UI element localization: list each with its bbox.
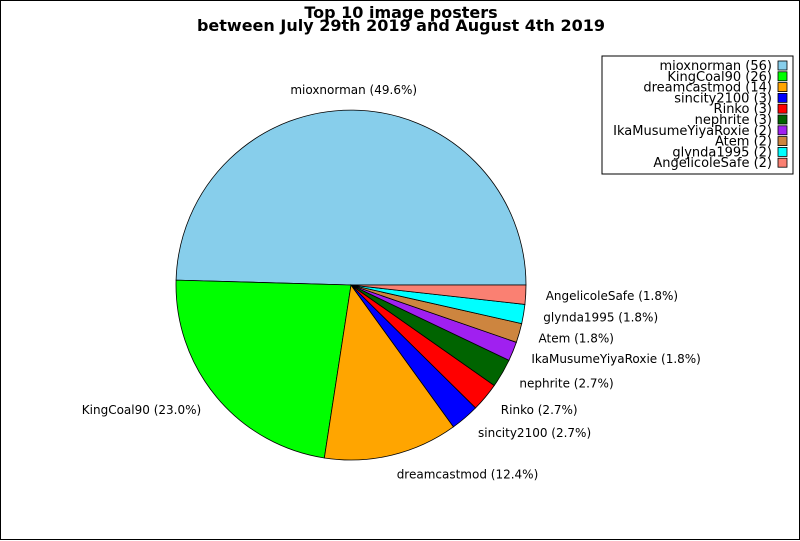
- slice-dreamcastmod: [323, 283, 455, 461]
- chart-title-line-1: Top 10 image posters: [304, 3, 497, 22]
- slice-label-AngelicoleSafe: AngelicoleSafe (1.8%): [546, 289, 678, 303]
- slice-label-sincity2100: sincity2100 (2.7%): [478, 426, 591, 440]
- legend-swatch-dreamcastmod: [777, 82, 788, 92]
- pie-slices: [175, 109, 527, 461]
- legend-entry-nephrite: nephrite (3): [695, 113, 772, 128]
- slice-KingCoal90: [175, 279, 352, 459]
- legend-entry-glynda1995: glynda1995 (2): [672, 145, 772, 160]
- legend-entry-IkaMusumeYiyaRoxie: IkaMusumeYiyaRoxie (2): [613, 124, 772, 139]
- legend-box: [601, 55, 794, 175]
- slice-label-Atem: Atem (1.8%): [539, 332, 614, 346]
- slice-label-nephrite: nephrite (2.7%): [519, 376, 613, 390]
- legend-entry-dreamcastmod: dreamcastmod (14): [643, 81, 772, 96]
- legend-entry-KingCoal90: KingCoal90 (26): [667, 70, 772, 85]
- slice-mioxnorman: [175, 109, 527, 286]
- legend-swatch-mioxnorman: [777, 60, 788, 71]
- slice-label-Rinko: Rinko (2.7%): [501, 403, 578, 417]
- legend: mioxnorman (56)KingCoal90 (26)dreamcastm…: [613, 59, 788, 171]
- slice-AngelicoleSafe: [350, 284, 527, 305]
- legend-entry-Atem: Atem (2): [715, 135, 772, 150]
- slice-labels: mioxnorman (49.6%) KingCoal90 (23.0%) drea…: [82, 83, 701, 482]
- slice-label-IkaMusumeYiyaRoxie: IkaMusumeYiyaRoxie (1.8%): [531, 352, 700, 366]
- legend-swatch-AngelicoleSafe: [777, 157, 788, 168]
- legend-entry-AngelicoleSafe: AngelicoleSafe (2): [653, 156, 772, 171]
- legend-swatch-Rinko: [777, 103, 788, 114]
- legend-entry-Rinko: Rinko (3): [714, 102, 772, 117]
- slice-label-dreamcastmod: dreamcastmod (12.4%): [397, 468, 539, 482]
- legend-swatch-KingCoal90: [777, 71, 788, 82]
- slice-label-KingCoal90: KingCoal90 (23.0%): [82, 403, 201, 417]
- legend-swatch-sincity2100: [777, 93, 788, 103]
- legend-entry-mioxnorman: mioxnorman (56): [659, 59, 772, 74]
- legend-swatch-nephrite: [777, 114, 788, 125]
- legend-swatch-glynda1995: [777, 146, 788, 157]
- chart-title-line-2: between July 29th 2019 and August 4th 20…: [197, 16, 605, 35]
- legend-swatch-Atem: [777, 136, 788, 147]
- slice-label-glynda1995: glynda1995 (1.8%): [543, 310, 658, 324]
- legend-entry-sincity2100: sincity2100 (3): [674, 91, 772, 106]
- legend-swatch-IkaMusumeYiyaRoxie: [777, 125, 788, 136]
- slice-label-mioxnorman: mioxnorman (49.6%): [290, 83, 417, 97]
